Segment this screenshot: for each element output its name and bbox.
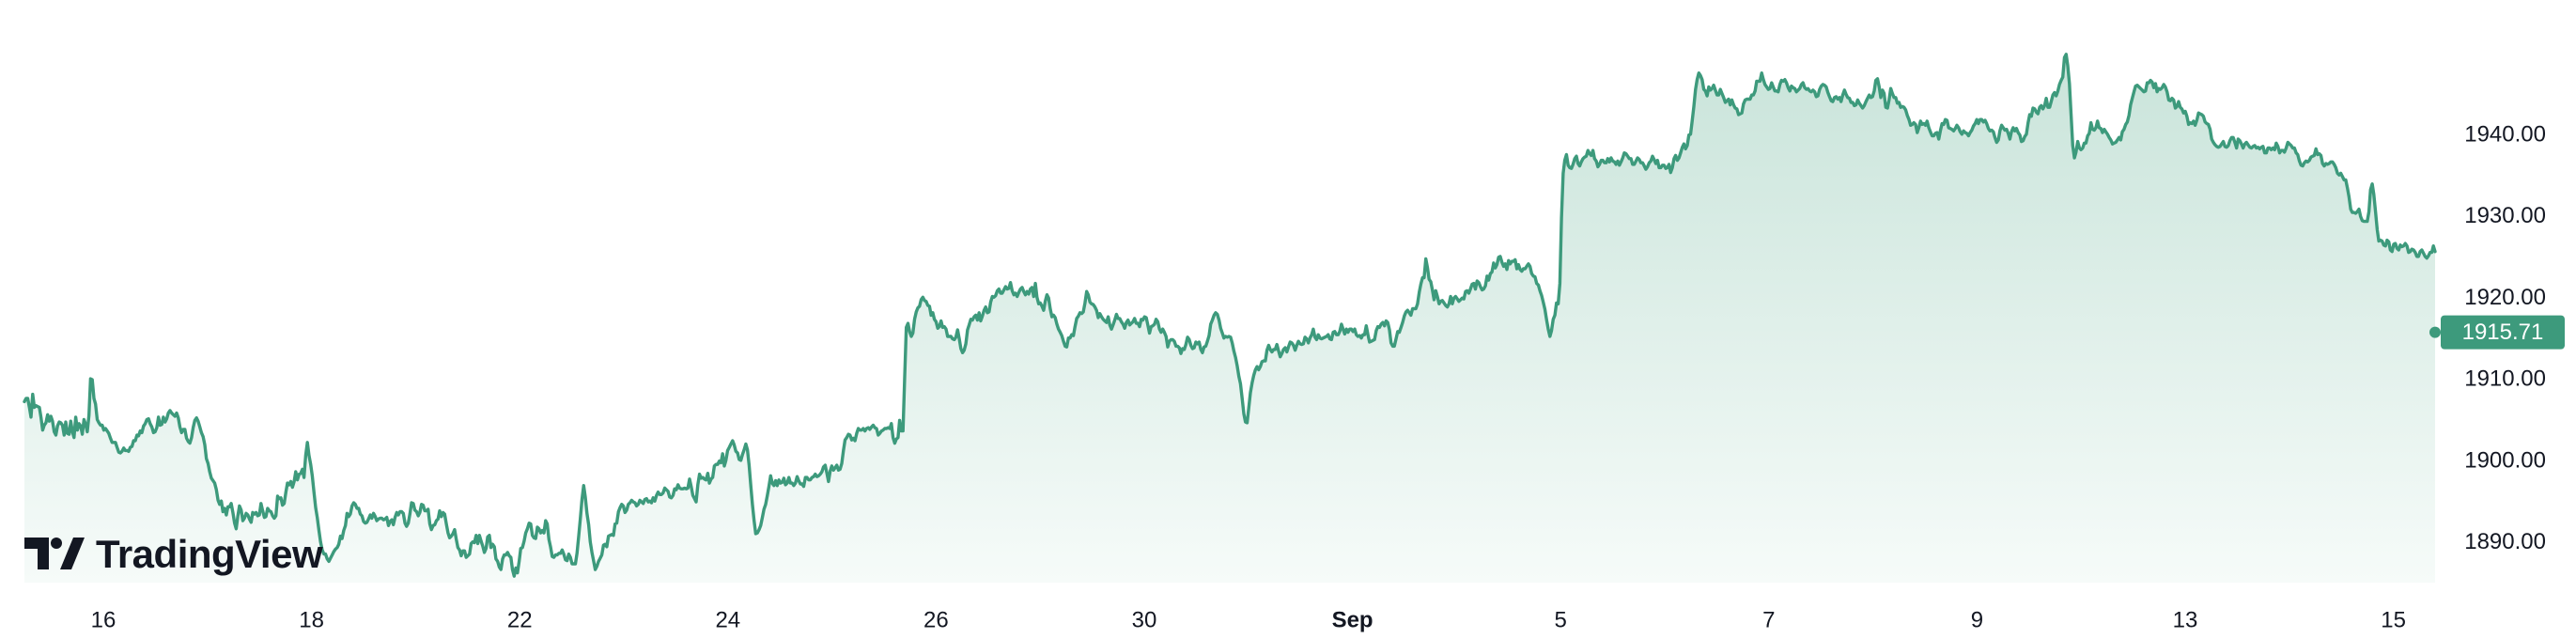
y-tick-label: 1900.00 (2464, 447, 2546, 473)
x-tick-label: 22 (507, 608, 533, 633)
x-tick-label: 18 (299, 608, 324, 633)
y-tick-label: 1930.00 (2464, 203, 2546, 228)
x-tick-label: Sep (1332, 608, 1373, 633)
area-fill (24, 54, 2435, 584)
y-tick-label: 1940.00 (2464, 121, 2546, 147)
series-line (23, 53, 2437, 578)
tradingview-logo-mark-icon (24, 538, 85, 569)
x-tick-label: 16 (91, 608, 116, 633)
y-tick-label: 1920.00 (2464, 285, 2546, 310)
tradingview-logo: TradingView (24, 532, 323, 576)
last-value-badge (2441, 315, 2565, 350)
y-axis: 1890.00 1900.00 1910.00 1920.00 1930.00 1940.… (2464, 121, 2546, 554)
plot-area (23, 53, 2437, 584)
x-tick-label: 5 (1555, 608, 1567, 633)
logo-text: TradingView (96, 532, 323, 576)
y-tick-label: 1910.00 (2464, 366, 2546, 392)
y-tick-label: 1890.00 (2464, 529, 2546, 554)
x-tick-label: 15 (2381, 608, 2406, 633)
x-axis: 16 18 22 24 26 30 Sep 5 7 9 13 15 (91, 608, 2406, 633)
x-tick-label: 7 (1762, 608, 1775, 633)
last-value-dot (2429, 326, 2441, 338)
x-tick-label: 13 (2173, 608, 2198, 633)
x-tick-label: 26 (923, 608, 949, 633)
last-value-marker: 1915.71 (2429, 315, 2565, 350)
x-tick-label: 30 (1132, 608, 1157, 633)
x-tick-label: 24 (715, 608, 740, 633)
x-tick-label: 9 (1971, 608, 1983, 633)
last-value-label: 1915.71 (2462, 320, 2544, 345)
